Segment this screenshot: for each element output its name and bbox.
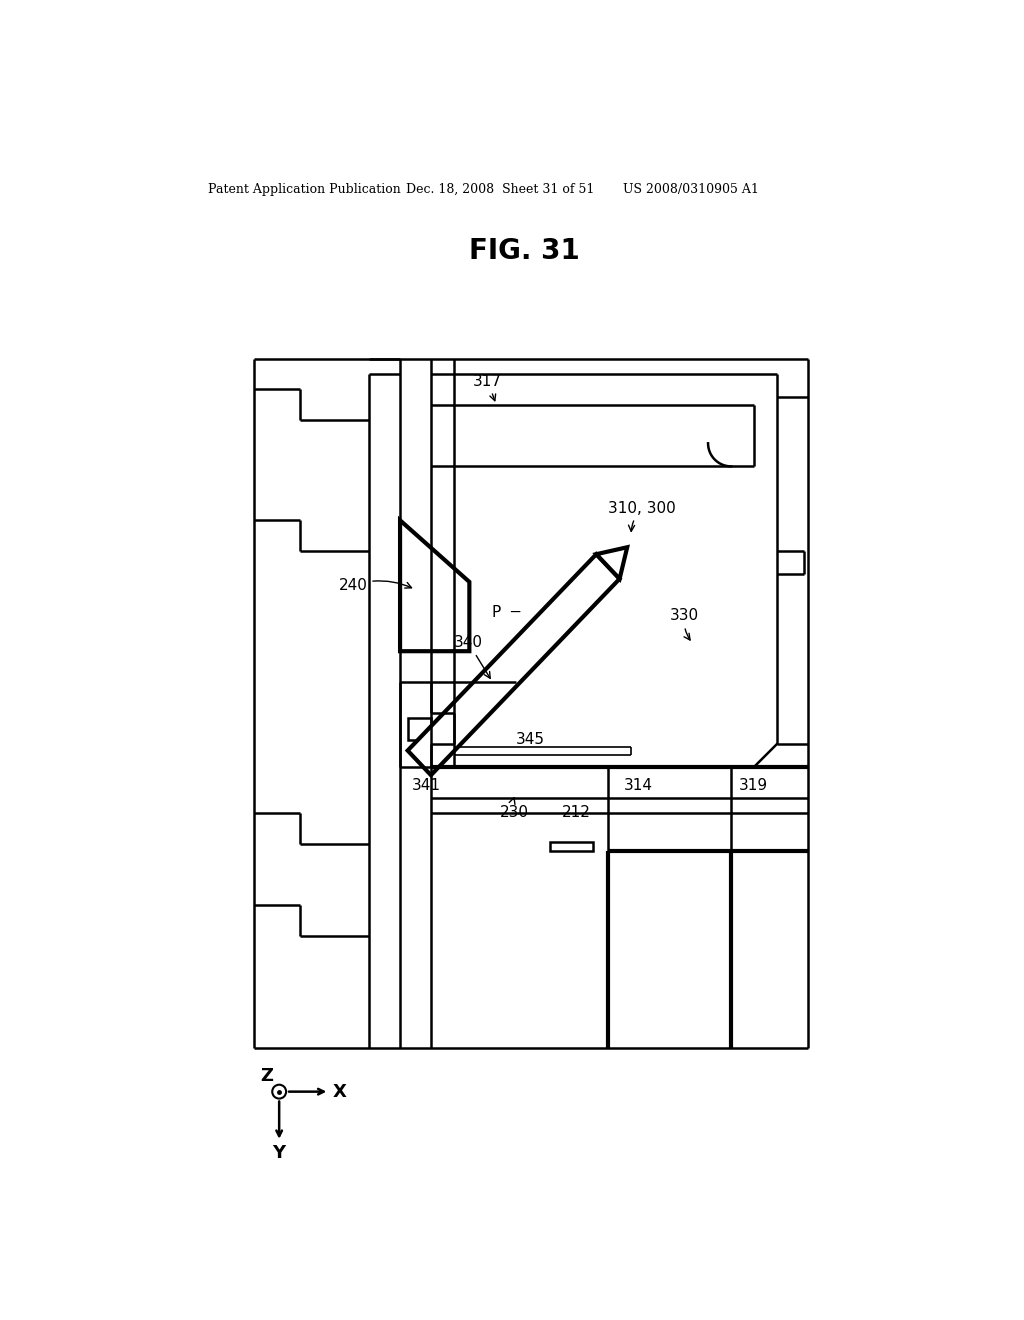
Text: 230: 230 <box>500 797 529 820</box>
Text: 212: 212 <box>562 805 591 820</box>
Text: Dec. 18, 2008  Sheet 31 of 51: Dec. 18, 2008 Sheet 31 of 51 <box>407 182 595 195</box>
Text: Patent Application Publication: Patent Application Publication <box>208 182 400 195</box>
Polygon shape <box>400 520 469 651</box>
Text: 317: 317 <box>473 374 502 401</box>
Polygon shape <box>596 548 628 578</box>
Text: Y: Y <box>272 1144 286 1162</box>
Text: FIG. 31: FIG. 31 <box>469 236 581 265</box>
Bar <box>408 718 431 739</box>
Polygon shape <box>408 554 620 775</box>
Text: 345: 345 <box>515 731 545 747</box>
Text: 310, 300: 310, 300 <box>608 500 676 532</box>
Bar <box>550 842 593 851</box>
Text: 319: 319 <box>739 777 768 793</box>
Text: 340: 340 <box>454 635 490 678</box>
Text: Z: Z <box>260 1068 273 1085</box>
Text: 240: 240 <box>339 578 412 593</box>
Text: P  ─: P ─ <box>493 605 520 619</box>
Text: X: X <box>333 1082 346 1101</box>
Text: 341: 341 <box>412 777 440 793</box>
Text: US 2008/0310905 A1: US 2008/0310905 A1 <box>624 182 759 195</box>
Text: 314: 314 <box>624 777 652 793</box>
Text: 330: 330 <box>670 609 698 640</box>
